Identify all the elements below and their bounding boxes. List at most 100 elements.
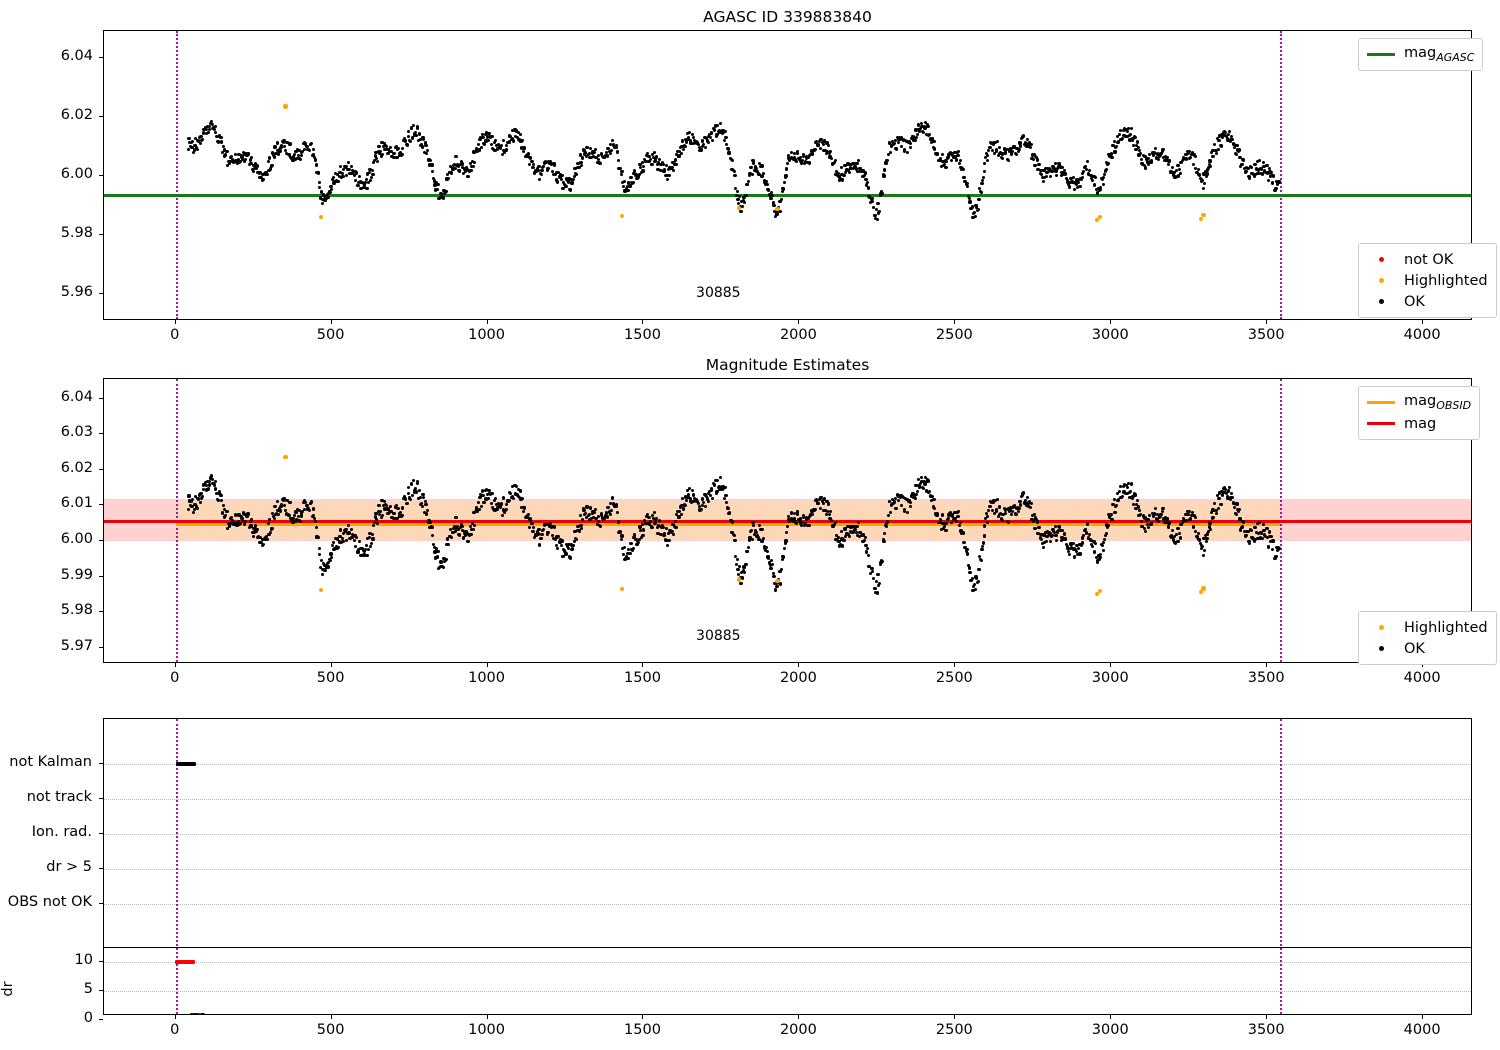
data-point-ok	[1098, 556, 1102, 560]
data-point-ok	[660, 161, 665, 165]
y-tickmark	[99, 611, 103, 613]
data-point-ok	[1126, 126, 1131, 130]
data-point-ok	[673, 158, 677, 162]
data-point-ok	[574, 537, 579, 541]
data-point-ok	[1025, 495, 1030, 499]
data-point-ok	[319, 196, 323, 200]
dr-point	[694, 1014, 697, 1015]
data-point-ok	[386, 147, 390, 151]
data-point-ok	[278, 149, 282, 153]
data-point-ok	[685, 132, 689, 136]
data-point-ok	[778, 199, 782, 204]
data-point-ok	[372, 159, 377, 163]
data-point-ok	[799, 156, 803, 160]
data-point-ok	[615, 150, 620, 154]
data-point-ok	[969, 207, 974, 211]
data-point-ok	[909, 136, 914, 141]
legend-mag-lines[interactable]: magOBSID mag	[1358, 386, 1481, 440]
x-tick-label: 0	[170, 670, 180, 686]
data-point-ok	[957, 161, 962, 165]
y-tickmark	[99, 56, 103, 58]
data-point-ok	[1080, 175, 1084, 180]
dr-point	[714, 1014, 717, 1015]
data-point-ok	[739, 582, 743, 586]
data-point-ok	[551, 172, 555, 176]
legend-points-2[interactable]: Highlighted OK	[1358, 611, 1497, 665]
data-point-ok	[407, 485, 411, 489]
swatch	[1378, 646, 1384, 651]
data-point-ok	[921, 131, 926, 135]
data-point-ok	[288, 501, 292, 505]
data-point-ok	[914, 128, 918, 132]
data-point-ok	[1138, 152, 1143, 156]
data-point-ok	[595, 155, 599, 159]
data-point-ok	[944, 528, 948, 532]
dr-point	[239, 1014, 242, 1015]
data-point-ok	[466, 539, 470, 543]
x-tickmark	[954, 1015, 956, 1019]
data-point-ok	[1206, 168, 1210, 172]
data-point-ok	[580, 163, 584, 167]
data-point-ok	[333, 172, 338, 176]
data-point-ok	[770, 190, 774, 194]
dr-point	[1127, 1014, 1130, 1015]
data-point-ok	[312, 147, 316, 151]
data-point-ok	[1089, 173, 1093, 177]
data-point-ok	[460, 525, 464, 529]
x-tick-label: 3000	[1091, 327, 1129, 343]
data-point-ok	[1146, 518, 1150, 522]
data-point-ok	[1203, 170, 1208, 174]
dr-point	[1114, 1014, 1117, 1015]
data-point-ok	[1244, 169, 1248, 173]
data-point-ok	[210, 123, 214, 127]
data-point-ok	[190, 145, 194, 150]
data-point-ok	[1138, 149, 1142, 153]
data-point-ok	[1091, 179, 1095, 183]
data-point-ok	[1073, 187, 1077, 191]
data-point-ok	[274, 151, 279, 155]
x-tickmark	[798, 663, 800, 667]
data-point-ok	[357, 540, 362, 544]
legend-mag-agasc[interactable]: magAGASC	[1358, 38, 1484, 71]
data-point-ok	[301, 150, 305, 154]
x-tickmark	[798, 1015, 800, 1019]
data-point-ok	[772, 203, 776, 207]
data-point-ok	[820, 138, 824, 142]
data-point-ok	[760, 527, 764, 531]
legend-points-1[interactable]: not OK Highlighted OK	[1358, 243, 1497, 318]
data-point-ok	[209, 120, 213, 124]
data-point-ok	[453, 166, 457, 170]
data-point-ok	[1178, 171, 1182, 176]
dr-tickmark	[99, 1019, 103, 1020]
data-point-ok	[1203, 548, 1207, 552]
x-tick-label: 3000	[1091, 670, 1129, 686]
data-point-ok	[780, 189, 784, 193]
x-tick-label: 4000	[1403, 670, 1441, 686]
data-point-ok	[500, 152, 504, 157]
data-point-ok	[701, 145, 705, 149]
data-point-ok	[251, 534, 255, 538]
data-point-ok	[428, 158, 433, 163]
data-point-ok	[666, 178, 670, 182]
data-point-ok	[1176, 163, 1180, 167]
dr-point	[676, 1014, 679, 1015]
data-point-ok	[207, 127, 211, 131]
data-point-ok	[351, 168, 355, 172]
data-point-ok	[1193, 515, 1197, 520]
dr-point	[1143, 1014, 1146, 1015]
data-point-ok	[1010, 152, 1014, 156]
data-point-ok	[464, 166, 469, 170]
dr-point	[310, 1014, 313, 1015]
data-point-ok	[1009, 146, 1013, 150]
data-point-ok	[1023, 140, 1027, 144]
data-point-ok	[1239, 165, 1243, 169]
data-point-ok	[792, 151, 796, 155]
data-point-ok	[846, 162, 850, 166]
data-point-ok	[1166, 162, 1170, 166]
data-point-ok	[644, 159, 648, 163]
data-point-ok	[369, 545, 373, 549]
x-tick-label: 500	[316, 670, 345, 686]
data-point-ok	[493, 148, 497, 152]
data-point-ok	[364, 177, 368, 182]
data-point-ok	[198, 142, 202, 146]
